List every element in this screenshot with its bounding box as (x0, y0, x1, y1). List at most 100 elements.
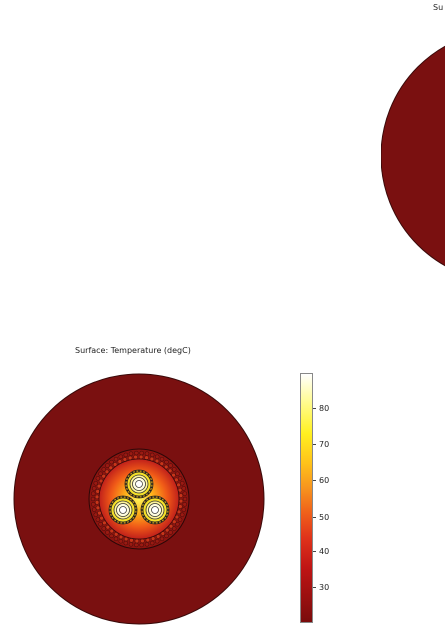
screen-wire (126, 476, 129, 479)
screen-wire (112, 518, 115, 521)
armour-wire (128, 542, 134, 547)
screen-wire (125, 521, 128, 524)
armour-wire (175, 471, 180, 476)
screen-wire (133, 515, 136, 518)
screen-wire (131, 494, 134, 497)
colorbar-tick-label: 40 (313, 548, 329, 556)
screen-wire (125, 496, 128, 499)
armour-wire (108, 465, 114, 471)
screen-wire (133, 502, 136, 505)
screen-wire (128, 492, 131, 495)
screen-wire (134, 505, 137, 508)
armour-wire (92, 486, 97, 491)
armour-wire (95, 476, 101, 481)
screen-wire (122, 496, 124, 498)
armour-wire (181, 486, 186, 491)
screen-wire (141, 509, 143, 511)
screen-wire (151, 483, 153, 485)
armour-wire (159, 456, 165, 462)
screen-wire (110, 515, 113, 518)
screen-wire (128, 473, 131, 476)
temperature-colorbar (300, 373, 313, 623)
armour-wire (175, 522, 180, 527)
screen-wire (122, 522, 124, 524)
screen-wire (134, 495, 137, 498)
screen-wire (125, 483, 127, 485)
armour-wire (155, 454, 160, 459)
screen-wire (109, 509, 111, 511)
screen-wire (144, 494, 147, 497)
armour-wire (164, 527, 170, 533)
armour-wire (139, 450, 144, 456)
screen-wire (144, 499, 147, 502)
armour-wire (128, 451, 134, 456)
screen-wire (163, 518, 166, 521)
armour-wire (140, 538, 145, 544)
screen-wire (115, 520, 118, 523)
screen-wire (131, 518, 134, 521)
armour-wire (167, 468, 173, 474)
colorbar-tick-label: 30 (313, 584, 329, 592)
screen-wire (144, 471, 147, 474)
top-cable-cross-section (381, 45, 445, 267)
screen-wire (118, 496, 121, 499)
armour-wire (118, 539, 123, 544)
armour-wire (168, 530, 173, 535)
screen-wire (149, 489, 152, 492)
colorbar-tick-label: 60 (313, 477, 329, 485)
armour-wire (91, 502, 96, 507)
screen-wire (142, 502, 145, 505)
armour-wire (104, 469, 110, 474)
armour-wire (182, 502, 187, 507)
armour-wire (90, 496, 96, 502)
armour-wire (94, 494, 100, 500)
screen-wire (112, 499, 115, 502)
screen-wire (134, 470, 137, 473)
armour-wire (159, 536, 165, 542)
screen-wire (135, 509, 137, 511)
armour-wire (123, 452, 129, 458)
armour-wire (164, 464, 169, 470)
screen-wire (118, 521, 121, 524)
armour-wire (98, 522, 103, 527)
screen-wire (115, 497, 118, 500)
screen-wire (147, 492, 150, 495)
screen-wire (141, 495, 144, 498)
screen-wire (125, 479, 128, 482)
armour-wire (149, 540, 155, 546)
conductor-layer (135, 480, 143, 488)
screen-wire (160, 497, 163, 500)
screen-wire (166, 505, 169, 508)
armour-wire (155, 539, 160, 544)
screen-wire (160, 520, 163, 523)
bottom-plot-title: Surface: Temperature (degC) (75, 346, 191, 355)
armour-wire (134, 542, 139, 548)
armour-wire (177, 517, 183, 522)
screen-wire (126, 489, 129, 492)
armour-wire (181, 507, 186, 512)
screen-wire (165, 502, 168, 505)
screen-wire (109, 512, 112, 515)
armour-wire (118, 454, 123, 459)
screen-wire (110, 502, 113, 505)
armour-wire (113, 536, 119, 542)
armour-wire (93, 481, 98, 486)
screen-wire (147, 520, 150, 523)
screen-wire (165, 515, 168, 518)
screen-wire (147, 473, 150, 476)
armour-wire (123, 540, 129, 546)
armour-wire (144, 451, 150, 456)
armour-wire (109, 533, 114, 539)
armour-wire (178, 493, 184, 498)
screen-wire (109, 505, 112, 508)
armour-wire (172, 526, 177, 531)
armour-wire (91, 491, 96, 496)
armour-wire (168, 524, 174, 529)
colorbar-tick-label: 80 (313, 405, 329, 413)
top-outer-sheath (381, 45, 445, 267)
screen-wire (154, 496, 156, 498)
armour-wire (94, 500, 100, 505)
screen-wire (150, 486, 153, 489)
armour-wire (101, 467, 106, 472)
screen-wire (128, 497, 131, 500)
